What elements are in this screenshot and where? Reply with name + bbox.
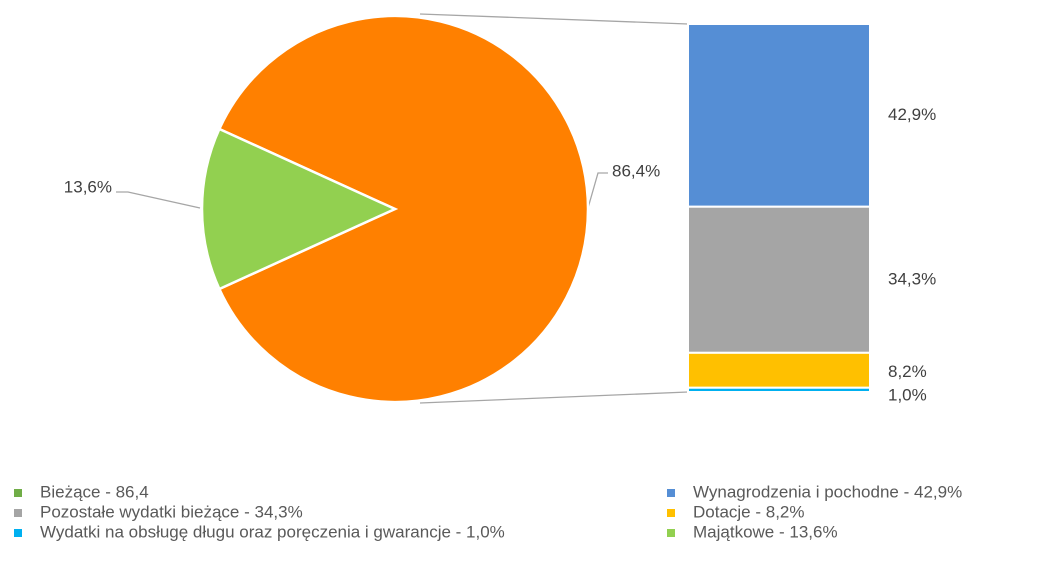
pie-slice: [200, 127, 399, 291]
legend-label: Dotacje - 8,2%: [693, 502, 805, 521]
data-label: 86,4%: [612, 161, 660, 180]
legend-label: Majątkowe - 13,6%: [693, 522, 838, 541]
data-label: 42,9%: [888, 105, 936, 124]
data-label: 13,6%: [64, 177, 112, 196]
legend-label: Wydatki na obsługę długu oraz poręczenia…: [40, 522, 505, 541]
bar-segment: [687, 23, 871, 208]
legend-label: Bieżące - 86,4: [40, 482, 149, 501]
data-label: 8,2%: [888, 362, 927, 381]
data-label: 1,0%: [888, 385, 927, 404]
legend-marker: [667, 529, 675, 537]
legend-marker: [14, 509, 22, 517]
legend-label: Pozostałe wydatki bieżące - 34,3%: [40, 502, 303, 521]
bar-segment: [687, 351, 871, 389]
pie-slice: [217, 14, 590, 404]
connector-line: [419, 391, 689, 404]
legend-label: Wynagrodzenia i pochodne - 42,9%: [693, 482, 962, 501]
legend-marker: [14, 489, 22, 497]
legend-marker: [14, 529, 22, 537]
leader-line: [587, 172, 608, 209]
legend-marker: [667, 509, 675, 517]
leader-line: [116, 191, 201, 209]
bar-segment: [687, 205, 871, 354]
legend-marker: [667, 489, 675, 497]
data-label: 34,3%: [888, 269, 936, 288]
connector-line: [419, 13, 689, 25]
bar-segment: [687, 386, 871, 394]
